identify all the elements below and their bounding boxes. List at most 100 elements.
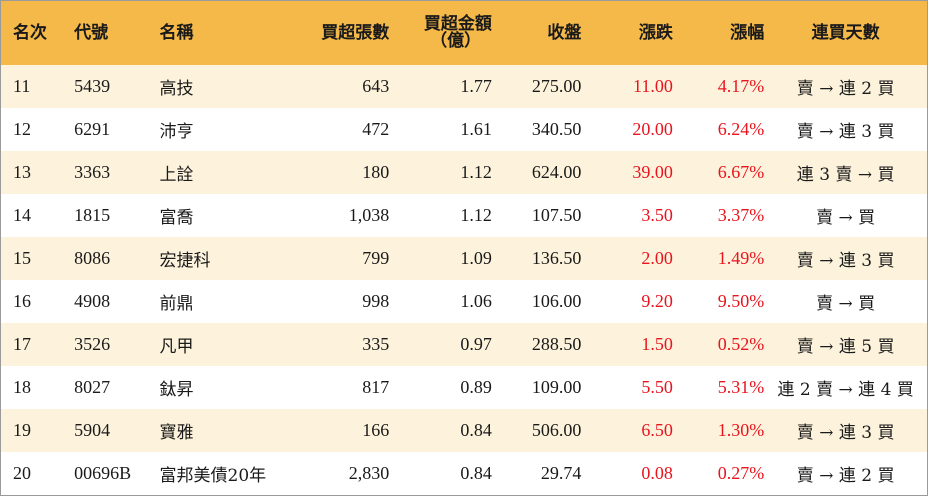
cell-net-buy-amount: 1.06: [460, 291, 492, 311]
cell-close: 288.50: [531, 334, 582, 354]
cell-net-buy-shares: 335: [362, 334, 390, 354]
cell-net-buy-amount: 1.09: [460, 248, 492, 268]
header-code: 代號: [74, 22, 109, 43]
table-row: 11 5439 高技 643 1.77 275.00 11.00 4.17% 賣 → 連 2 買: [1, 65, 927, 108]
cell-net-buy-shares: 998: [362, 291, 390, 311]
cell-net-buy-shares: 643: [362, 76, 390, 96]
cell-close: 106.00: [531, 291, 582, 311]
cell-net-buy-amount: 0.89: [460, 377, 492, 397]
cell-rank: 11: [13, 76, 31, 96]
cell-consecutive-days: 賣 → 連 5 買: [796, 337, 895, 357]
cell-change-pct: 6.24%: [717, 119, 765, 139]
cell-net-buy-shares: 166: [362, 420, 390, 440]
cell-net-buy-shares: 1,038: [348, 205, 390, 225]
table-row: 16 4908 前鼎 998 1.06 106.00 9.20 9.50% 賣 → 買: [1, 280, 927, 323]
table-row: 12 6291 沛亨 472 1.61 340.50 20.00 6.24% 賣 → 連 3 買: [1, 108, 927, 151]
cell-code: 3526: [74, 334, 111, 354]
cell-net-buy-amount: 0.97: [460, 334, 492, 354]
cell-change: 0.08: [641, 463, 673, 483]
cell-code: 4908: [74, 291, 111, 311]
cell-rank: 16: [13, 291, 31, 311]
cell-consecutive-days: 賣 → 買: [816, 294, 876, 314]
cell-net-buy-shares: 472: [362, 119, 390, 139]
cell-net-buy-shares: 180: [362, 162, 390, 182]
table-body: 11 5439 高技 643 1.77 275.00 11.00 4.17% 賣 → 連 2 買…: [1, 65, 927, 495]
header-rank: 名次: [13, 22, 47, 43]
cell-name: 沛亨: [159, 122, 194, 142]
cell-name: 上詮: [159, 165, 194, 185]
header-net-buy-amount-line1: 買超金額: [423, 14, 492, 34]
cell-change-pct: 9.50%: [717, 291, 765, 311]
cell-change: 6.50: [641, 420, 673, 440]
table-row: 20 00696B 富邦美債20年 2,830 0.84 29.74 0.08 0.27% 賣 …: [1, 452, 927, 495]
cell-change-pct: 6.67%: [717, 162, 765, 182]
table-header-row: 名次 代號 名稱 買超張數 買超金額 （億） 收盤 漲跌 漲幅 連買天數: [1, 1, 927, 65]
cell-rank: 17: [13, 334, 31, 354]
cell-change: 11.00: [632, 76, 673, 96]
cell-consecutive-days: 連 3 賣 → 買: [796, 165, 895, 185]
table-row: 18 8027 鈦昇 817 0.89 109.00 5.50 5.31% 連 2 賣 → 連 …: [1, 366, 927, 409]
header-net-buy-amount: 買超金額 （億）: [389, 1, 492, 65]
table-row: 15 8086 宏捷科 799 1.09 136.50 2.00 1.49% 賣 → 連 3 買: [1, 237, 927, 280]
table-row: 14 1815 富喬 1,038 1.12 107.50 3.50 3.37% 賣 → 買: [1, 194, 927, 237]
cell-rank: 20: [13, 463, 31, 483]
cell-change: 39.00: [632, 162, 673, 182]
cell-change-pct: 1.30%: [717, 420, 765, 440]
cell-change: 2.00: [641, 248, 673, 268]
cell-change: 3.50: [641, 205, 673, 225]
table-row: 17 3526 凡甲 335 0.97 288.50 1.50 0.52% 賣 → 連 5 買: [1, 323, 927, 366]
cell-code: 8027: [74, 377, 111, 397]
cell-change: 1.50: [641, 334, 673, 354]
cell-close: 107.50: [531, 205, 582, 225]
cell-name: 富邦美債20年: [159, 466, 267, 486]
cell-change: 20.00: [632, 119, 673, 139]
cell-change: 5.50: [641, 377, 673, 397]
cell-consecutive-days: 賣 → 連 3 買: [796, 122, 895, 142]
cell-name: 宏捷科: [159, 251, 211, 271]
cell-net-buy-amount: 1.61: [460, 119, 492, 139]
cell-consecutive-days: 賣 → 連 3 買: [796, 251, 895, 271]
cell-code: 3363: [74, 162, 111, 182]
cell-rank: 15: [13, 248, 31, 268]
cell-net-buy-amount: 1.77: [460, 76, 492, 96]
cell-change: 9.20: [641, 291, 673, 311]
cell-close: 136.50: [531, 248, 582, 268]
cell-net-buy-amount: 0.84: [460, 463, 492, 483]
cell-rank: 14: [13, 205, 31, 225]
cell-net-buy-shares: 799: [362, 248, 390, 268]
table-row: 19 5904 寶雅 166 0.84 506.00 6.50 1.30% 賣 → 連 3 買: [1, 409, 927, 452]
cell-code: 00696B: [74, 463, 132, 483]
cell-close: 275.00: [531, 76, 582, 96]
cell-change-pct: 5.31%: [717, 377, 765, 397]
cell-net-buy-shares: 2,830: [348, 463, 390, 483]
cell-rank: 19: [13, 420, 31, 440]
cell-close: 340.50: [531, 119, 582, 139]
cell-name: 富喬: [159, 208, 194, 228]
cell-net-buy-amount: 1.12: [460, 205, 492, 225]
header-change-pct: 漲幅: [730, 22, 765, 43]
cell-change-pct: 0.27%: [717, 463, 765, 483]
cell-change-pct: 0.52%: [717, 334, 765, 354]
cell-name: 高技: [159, 79, 194, 99]
header-change: 漲跌: [638, 22, 673, 43]
cell-close: 624.00: [531, 162, 582, 182]
cell-change-pct: 4.17%: [717, 76, 765, 96]
cell-close: 506.00: [531, 420, 582, 440]
cell-name: 鈦昇: [159, 380, 194, 400]
cell-change-pct: 3.37%: [717, 205, 765, 225]
cell-name: 寶雅: [159, 423, 194, 443]
cell-rank: 12: [13, 119, 31, 139]
cell-code: 1815: [74, 205, 111, 225]
cell-rank: 18: [13, 377, 31, 397]
cell-consecutive-days: 賣 → 連 2 買: [796, 466, 895, 486]
cell-net-buy-amount: 1.12: [460, 162, 492, 182]
cell-consecutive-days: 賣 → 連 2 買: [796, 79, 895, 99]
cell-consecutive-days: 賣 → 買: [816, 208, 876, 228]
cell-name: 前鼎: [159, 294, 194, 314]
cell-name: 凡甲: [159, 337, 194, 357]
cell-change-pct: 1.49%: [717, 248, 765, 268]
header-name: 名稱: [159, 22, 194, 43]
cell-rank: 13: [13, 162, 31, 182]
